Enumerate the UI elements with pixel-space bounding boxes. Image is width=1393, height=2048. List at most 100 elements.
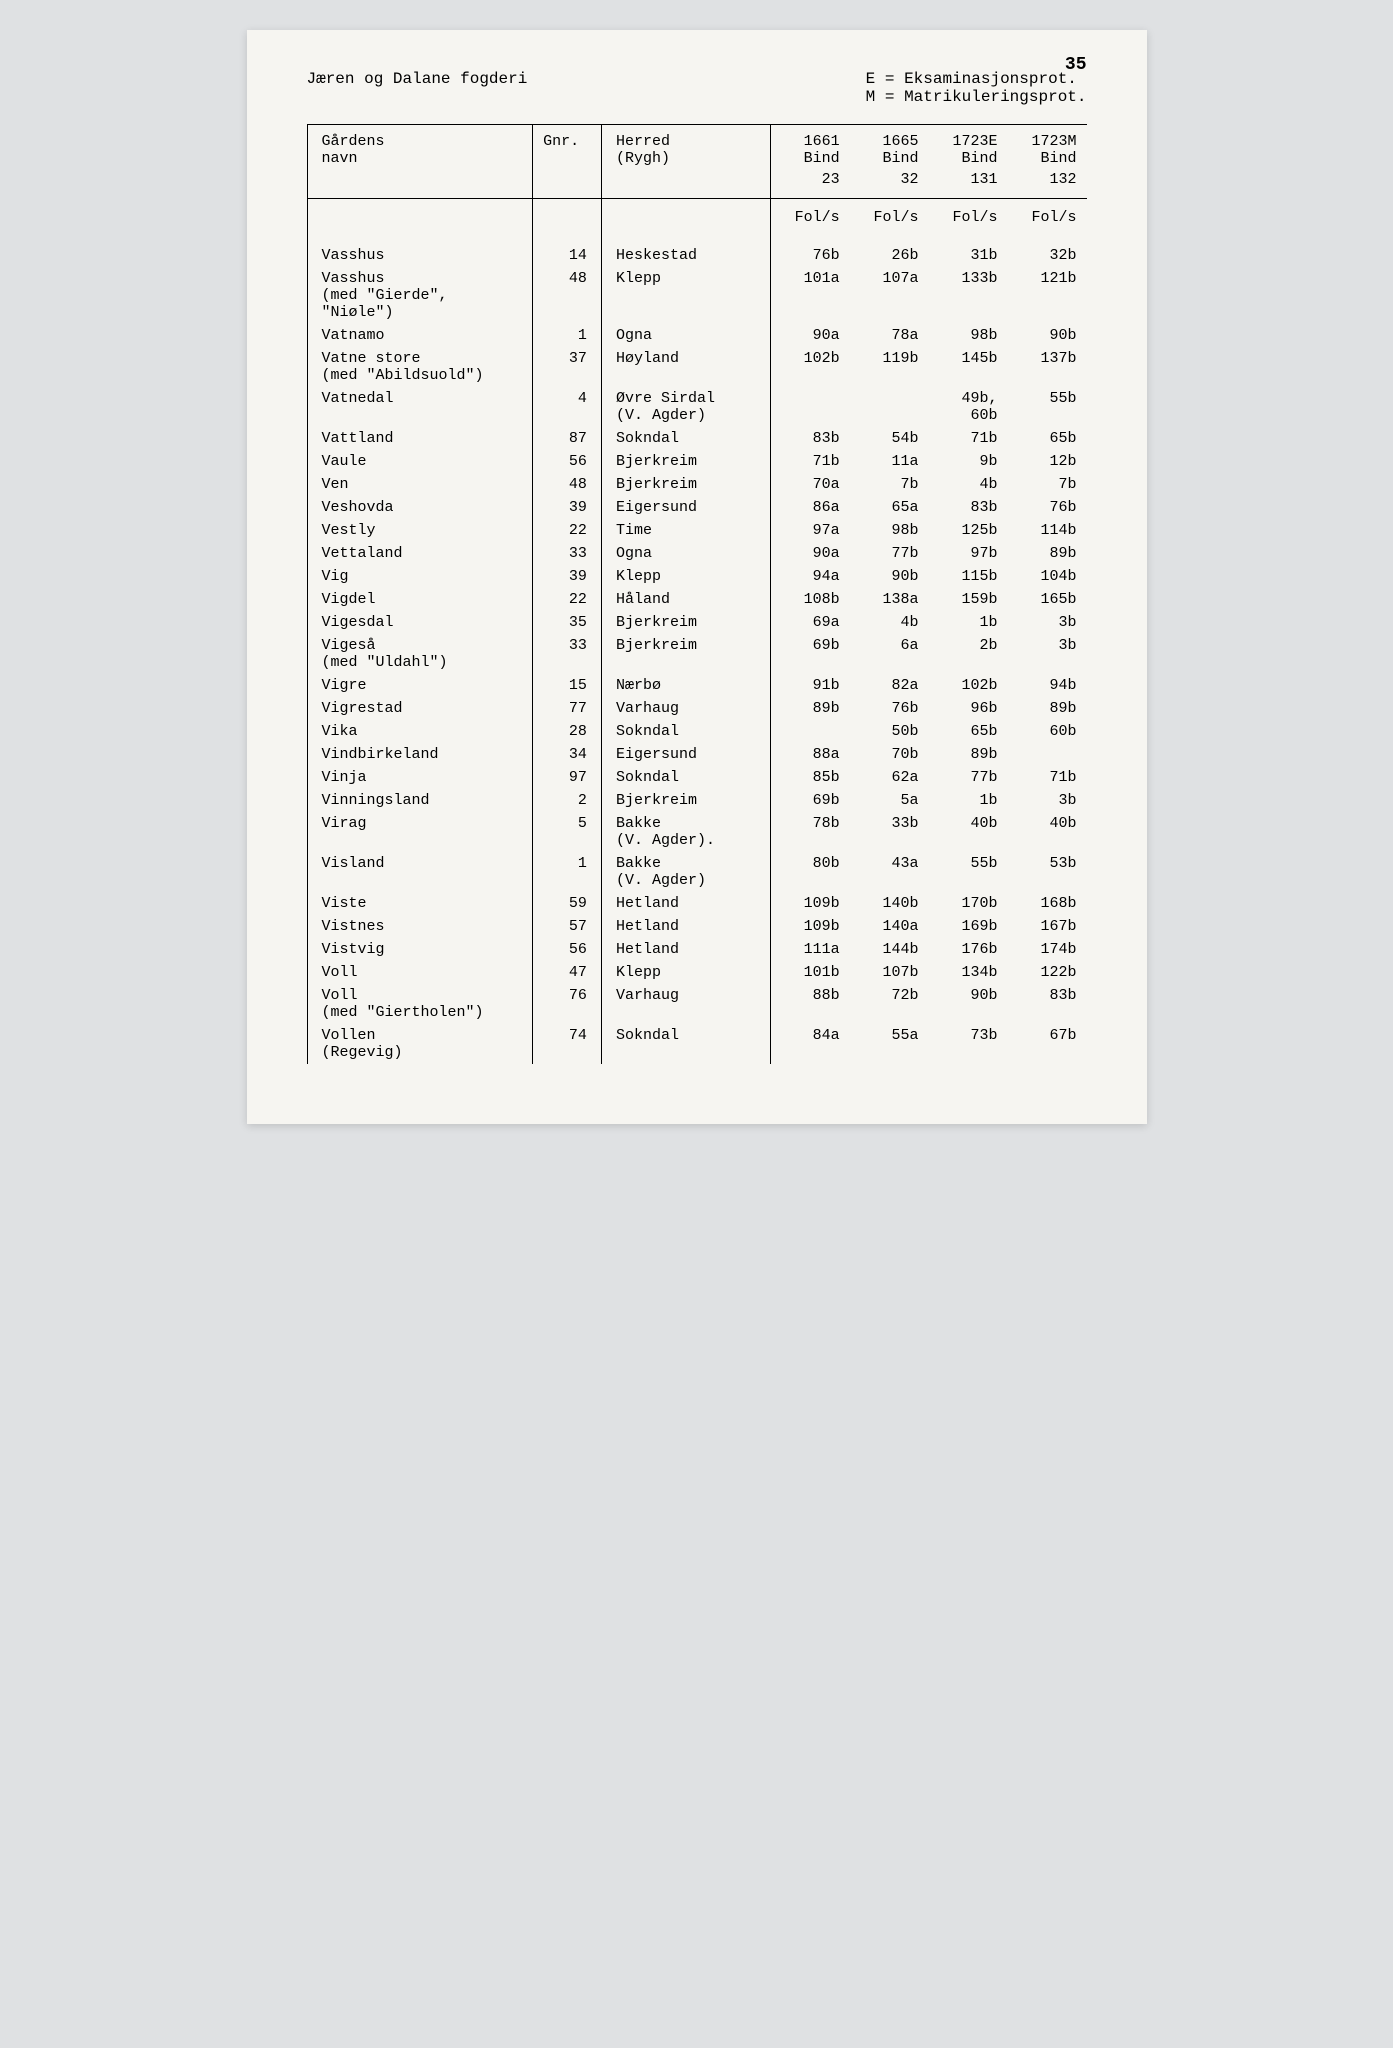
cell-herred: Bjerkreim [601, 450, 770, 473]
cell-value: 33b [850, 812, 929, 852]
cell-value [771, 387, 850, 427]
cell-herred: Klepp [601, 267, 770, 324]
cell-value: 32b [1008, 244, 1087, 267]
cell-herred: Eigersund [601, 743, 770, 766]
cell-value: 140b [850, 892, 929, 915]
page-number: 35 [1065, 55, 1087, 75]
cell-value: 9b [929, 450, 1008, 473]
cell-gnr: 22 [533, 519, 602, 542]
table-row: Vatnedal4Øvre Sirdal(V. Agder)49b, 60b55… [307, 387, 1087, 427]
cell-gnr: 97 [533, 766, 602, 789]
cell-value: 89b [1008, 697, 1087, 720]
cell-value: 65b [929, 720, 1008, 743]
cell-value: 108b [771, 588, 850, 611]
cell-herred: Øvre Sirdal(V. Agder) [601, 387, 770, 427]
cell-value: 7b [1008, 473, 1087, 496]
table-row: Vigre15Nærbø91b82a102b94b [307, 674, 1087, 697]
data-table: Gårdens navn Gnr. Herred (Rygh) 1661 Bin… [307, 124, 1087, 1064]
cell-name: Vistvig [307, 938, 533, 961]
table-row: Vettaland33Ogna90a77b97b89b [307, 542, 1087, 565]
cell-value: 55b [929, 852, 1008, 892]
cell-gnr: 48 [533, 473, 602, 496]
col-herred-header: Herred (Rygh) [601, 125, 770, 170]
cell-herred: Sokndal [601, 766, 770, 789]
cell-herred: Hetland [601, 892, 770, 915]
cell-value: 138a [850, 588, 929, 611]
cell-gnr: 74 [533, 1024, 602, 1064]
cell-value: 96b [929, 697, 1008, 720]
cell-name: Vaule [307, 450, 533, 473]
cell-value: 134b [929, 961, 1008, 984]
cell-value: 83b [771, 427, 850, 450]
cell-value: 101b [771, 961, 850, 984]
cell-gnr: 1 [533, 324, 602, 347]
cell-herred: Ogna [601, 542, 770, 565]
cell-herred: Nærbø [601, 674, 770, 697]
cell-herred: Time [601, 519, 770, 542]
cell-value: 90a [771, 324, 850, 347]
cell-value: 121b [1008, 267, 1087, 324]
cell-value: 174b [1008, 938, 1087, 961]
cell-herred: Sokndal [601, 720, 770, 743]
cell-value: 77b [850, 542, 929, 565]
cell-herred: Varhaug [601, 984, 770, 1024]
cell-value: 85b [771, 766, 850, 789]
cell-gnr: 57 [533, 915, 602, 938]
cell-value: 90a [771, 542, 850, 565]
cell-value: 90b [929, 984, 1008, 1024]
cell-value: 89b [1008, 542, 1087, 565]
cell-herred: Heskestad [601, 244, 770, 267]
table-row: Vasshus(med "Gierde", "Niøle")48Klepp101… [307, 267, 1087, 324]
cell-value: 77b [929, 766, 1008, 789]
cell-value: 76b [850, 697, 929, 720]
table-row: Vasshus14Heskestad76b26b31b32b [307, 244, 1087, 267]
cell-value: 170b [929, 892, 1008, 915]
cell-value: 71b [1008, 766, 1087, 789]
cell-name: Voll [307, 961, 533, 984]
cell-value: 2b [929, 634, 1008, 674]
cell-value: 1b [929, 789, 1008, 812]
cell-gnr: 37 [533, 347, 602, 387]
cell-gnr: 77 [533, 697, 602, 720]
cell-value: 82a [850, 674, 929, 697]
cell-value: 4b [850, 611, 929, 634]
cell-value: 3b [1008, 634, 1087, 674]
table-row: Voll(med "Giertholen")76Varhaug88b72b90b… [307, 984, 1087, 1024]
col-1723m-header: 1723M Bind [1008, 125, 1087, 170]
cell-value: 98b [929, 324, 1008, 347]
cell-value: 169b [929, 915, 1008, 938]
cell-name: Vinja [307, 766, 533, 789]
cell-name: Vig [307, 565, 533, 588]
cell-value: 91b [771, 674, 850, 697]
cell-name-sub: (med "Abildsuold") [322, 367, 527, 384]
table-head: Gårdens navn Gnr. Herred (Rygh) 1661 Bin… [307, 125, 1087, 245]
cell-herred: Varhaug [601, 697, 770, 720]
cell-value: 49b, 60b [929, 387, 1008, 427]
table-row: Vestly22Time97a98b125b114b [307, 519, 1087, 542]
table-row: Vigesdal35Bjerkreim69a4b1b3b [307, 611, 1087, 634]
cell-value: 55a [850, 1024, 929, 1064]
cell-name: Ven [307, 473, 533, 496]
cell-name: Vatne store(med "Abildsuold") [307, 347, 533, 387]
cell-gnr: 35 [533, 611, 602, 634]
cell-herred: Bjerkreim [601, 789, 770, 812]
cell-value: 70a [771, 473, 850, 496]
table-row: Virag5Bakke(V. Agder).78b33b40b40b [307, 812, 1087, 852]
cell-value: 94b [1008, 674, 1087, 697]
table-row: Visland1Bakke(V. Agder)80b43a55b53b [307, 852, 1087, 892]
cell-value: 168b [1008, 892, 1087, 915]
cell-value: 102b [929, 674, 1008, 697]
cell-value: 6a [850, 634, 929, 674]
cell-value [850, 387, 929, 427]
cell-value: 60b [1008, 720, 1087, 743]
cell-gnr: 33 [533, 634, 602, 674]
cell-gnr: 87 [533, 427, 602, 450]
table-row: Vig39Klepp94a90b115b104b [307, 565, 1087, 588]
cell-gnr: 15 [533, 674, 602, 697]
cell-value: 104b [1008, 565, 1087, 588]
cell-value: 165b [1008, 588, 1087, 611]
cell-value: 65a [850, 496, 929, 519]
cell-herred: Sokndal [601, 427, 770, 450]
table-row: Viste59Hetland109b140b170b168b [307, 892, 1087, 915]
cell-value: 90b [850, 565, 929, 588]
